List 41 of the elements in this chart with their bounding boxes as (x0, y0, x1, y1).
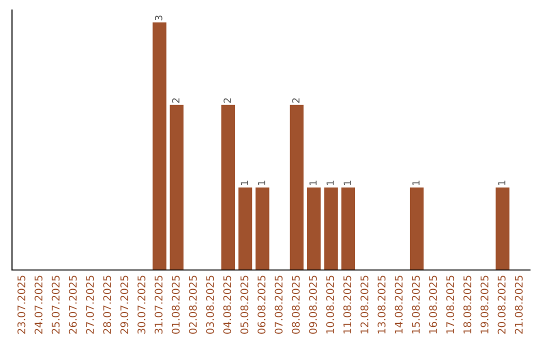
x-tick-label: 09.08.2025 (309, 276, 317, 334)
x-tick-label: 01.08.2025 (172, 276, 180, 334)
x-tick-label: 23.07.2025 (17, 276, 26, 334)
data-label: 1 (258, 180, 266, 186)
x-tick-label: 29.07.2025 (120, 276, 128, 334)
x-tick-label: 15.08.2025 (412, 276, 420, 334)
data-label: 1 (326, 180, 334, 186)
data-label: 1 (498, 180, 506, 186)
x-tick-label: 26.07.2025 (68, 276, 77, 334)
x-tick-label: 06.08.2025 (258, 276, 266, 334)
x-tick-label: 18.08.2025 (463, 276, 472, 334)
x-tick-label: 02.08.2025 (188, 276, 197, 334)
x-tick-label: 31.07.2025 (154, 276, 163, 334)
x-tick-label: 05.08.2025 (240, 276, 248, 334)
data-label: 1 (344, 180, 351, 186)
x-tick-label: 11.08.2025 (343, 276, 352, 334)
x-tick-label: 08.08.2025 (292, 276, 300, 334)
x-tick-label: 13.08.2025 (378, 276, 386, 334)
data-label: 1 (412, 180, 420, 186)
x-tick-label: 07.08.2025 (274, 276, 283, 334)
x-tick-label: 24.07.2025 (34, 276, 42, 334)
x-tick-label: 21.08.2025 (514, 276, 523, 334)
data-label: 3 (154, 16, 162, 20)
x-tick-label: 17.08.2025 (446, 276, 454, 334)
data-label: 2 (292, 98, 300, 103)
x-tick-label: 12.08.2025 (360, 276, 368, 334)
x-tick-label: 04.08.2025 (223, 276, 232, 334)
data-label: 2 (172, 98, 180, 103)
x-tick-label: 19.08.2025 (480, 276, 488, 334)
data-label: 2 (224, 98, 231, 103)
x-tick-label: 28.07.2025 (103, 276, 112, 334)
x-tick-label: 25.07.2025 (52, 276, 60, 334)
data-label: 1 (240, 180, 248, 186)
x-tick-label: 30.07.2025 (138, 276, 146, 334)
x-tick-label: 10.08.2025 (326, 276, 334, 334)
x-tick-label: 20.08.2025 (498, 276, 506, 334)
x-tick-label: 03.08.2025 (206, 276, 214, 334)
data-label: 1 (309, 180, 317, 186)
x-tick-label: 14.08.2025 (394, 276, 403, 334)
x-tick-label: 27.07.2025 (86, 276, 94, 334)
x-tick-label: 16.08.2025 (429, 276, 437, 334)
